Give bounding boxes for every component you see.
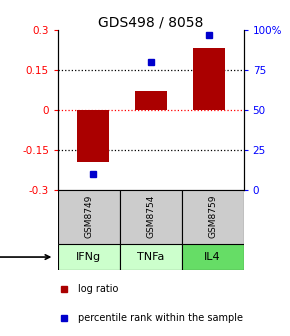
Bar: [58, 190, 120, 244]
Bar: [193, 47, 225, 110]
Text: TNFa: TNFa: [137, 252, 164, 262]
Bar: [182, 244, 244, 270]
Text: IL4: IL4: [204, 252, 221, 262]
Text: log ratio: log ratio: [78, 284, 119, 294]
Bar: [120, 244, 182, 270]
Bar: [58, 244, 120, 270]
Bar: [135, 91, 167, 110]
Text: IFNg: IFNg: [76, 252, 102, 262]
Text: agent: agent: [0, 252, 50, 262]
Text: GSM8749: GSM8749: [84, 195, 93, 239]
Bar: [77, 110, 109, 162]
Title: GDS498 / 8058: GDS498 / 8058: [98, 15, 204, 29]
Text: GSM8759: GSM8759: [208, 195, 217, 239]
Bar: [182, 190, 244, 244]
Text: percentile rank within the sample: percentile rank within the sample: [78, 313, 243, 323]
Bar: [120, 190, 182, 244]
Text: GSM8754: GSM8754: [146, 195, 155, 239]
